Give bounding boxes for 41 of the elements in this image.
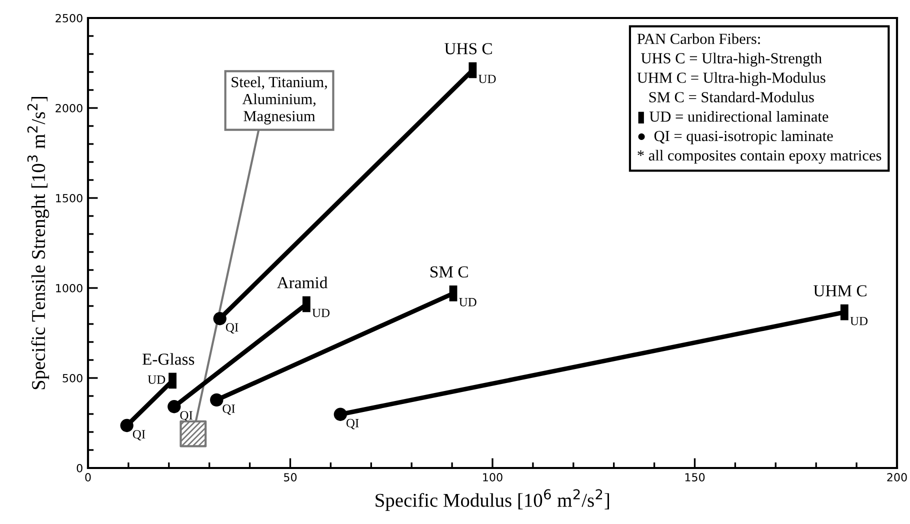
annotation: UD [850,316,868,326]
y-tick-label: 0 [76,464,82,472]
y-tick-label: 2000 [56,104,82,112]
point [210,393,224,407]
x-axis-title: Specific Modulus [10$^{6}$ m$^{2}$/s$^{2}$] [376,489,609,511]
series-label: UHM C [814,285,866,296]
annotation: ▮ UD = unidirectional laminate [638,111,828,124]
series-label: UHS C [444,43,492,54]
annotation: UHS C = Ultra-high-Strength [641,52,822,67]
annotation: SM C = Standard-Modulus [649,92,814,102]
annotation: QI [180,411,192,422]
annotation: UD [459,298,476,306]
annotation: ● QI = quasi-isotropic laminate [638,130,833,144]
x-tick-label: 50 [284,473,297,482]
annotation: UHM C = Ultra-high-Modulus [637,72,826,86]
point [213,312,226,326]
point [120,418,134,432]
x-tick-label: 100 [483,473,502,482]
series-label: SM C [430,266,468,278]
series-label: Aramid [276,276,328,288]
annotation: QI [132,430,146,440]
annotation: QI [346,418,359,430]
x-tick-label: 0 [85,473,91,482]
annotation: QI [222,404,235,415]
x-tick-label: 200 [887,473,907,482]
y-tick-label: 1500 [56,194,82,202]
annotation: UD [478,74,496,84]
y-tick-label: 2500 [56,14,82,22]
point [168,400,181,414]
annotation: UD [148,376,166,384]
y-axis-title: Specific Tensile Strenght [10$^{3}$ m$^{2}$/s$^{2}$] [27,97,50,390]
annotation: QI [226,323,238,334]
y-tick-label: 1000 [56,284,82,292]
x-tick-label: 150 [685,473,705,482]
y-tick-label: 500 [62,374,82,382]
annotation: UD [312,308,330,318]
point [334,408,347,421]
annotation: * all composites contain epoxy matrices [638,150,882,164]
annotation: PAN Carbon Fibers: [637,33,760,44]
annotation: Steel, Titanium, Aluminium, Magnesium [232,76,327,124]
series-label: E-Glass [142,353,194,365]
